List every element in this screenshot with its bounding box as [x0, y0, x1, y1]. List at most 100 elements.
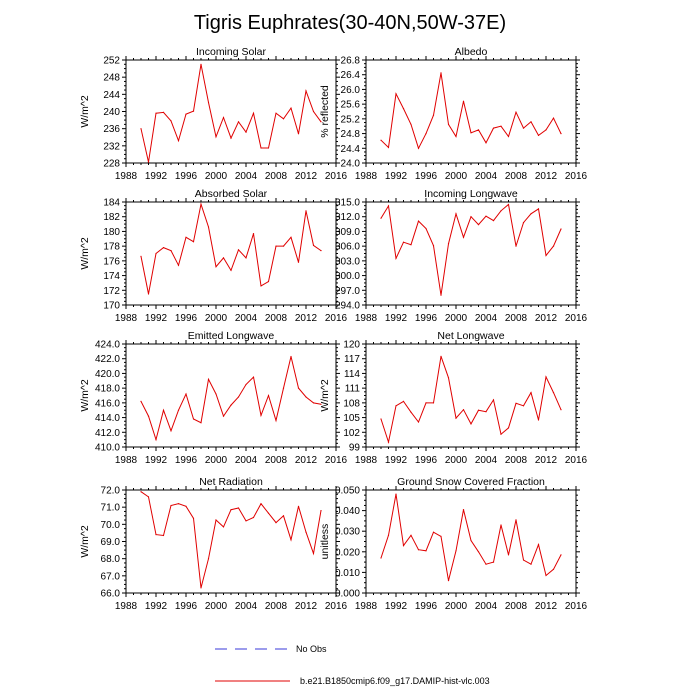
- data-point: [282, 118, 285, 120]
- data-point: [537, 544, 540, 546]
- data-point: [552, 568, 555, 570]
- data-point: [312, 552, 315, 555]
- data-point: [470, 539, 472, 542]
- data-point: [230, 269, 232, 271]
- data-point: [290, 355, 292, 358]
- x-tick-label: 2008: [505, 455, 528, 466]
- data-point: [552, 392, 555, 394]
- data-point: [417, 421, 420, 423]
- data-point: [185, 393, 187, 395]
- series-line: [380, 494, 562, 581]
- data-point: [395, 405, 397, 407]
- plot-frame: [125, 59, 337, 164]
- series-line: [380, 72, 562, 150]
- y-tick-label: 182: [103, 212, 120, 223]
- data-point: [320, 250, 322, 252]
- y-tick-label: 414.0: [95, 413, 120, 424]
- data-point: [500, 125, 502, 127]
- data-point: [305, 90, 307, 92]
- plot-frame: [125, 201, 337, 306]
- y-tick-label: 300.0: [335, 271, 360, 282]
- y-tick-label: 315.0: [335, 198, 360, 209]
- data-point: [380, 139, 382, 141]
- y-tick-label: 26.8: [341, 56, 361, 67]
- x-tick-label: 2000: [445, 601, 468, 612]
- data-point: [417, 220, 420, 222]
- y-tick-label: 248: [103, 73, 120, 84]
- y-tick-label: 0.010: [335, 568, 360, 579]
- y-tick-label: 0.020: [335, 547, 360, 558]
- data-point: [290, 236, 292, 238]
- data-point: [230, 404, 232, 406]
- data-point: [470, 132, 472, 134]
- chart-panel-3: 170 172 174 176 178 180 182 184 1988 1992 1996 2000…: [79, 188, 348, 324]
- y-tick-label: 424.0: [95, 340, 120, 351]
- x-tick-label: 2008: [505, 171, 528, 182]
- y-tick-label: 0.000: [335, 589, 360, 600]
- data-point: [492, 561, 495, 563]
- panel-title: Net Longwave: [437, 330, 504, 342]
- data-point: [252, 516, 255, 519]
- y-tick-label: 244: [103, 90, 120, 101]
- data-point: [515, 402, 517, 404]
- y-axis-label: W/m^2: [79, 379, 91, 412]
- data-point: [425, 227, 427, 230]
- x-tick-label: 2000: [205, 171, 228, 182]
- x-tick-label: 2004: [475, 455, 498, 466]
- data-point: [282, 515, 285, 517]
- y-tick-label: 416.0: [95, 398, 120, 409]
- data-point: [545, 254, 547, 257]
- y-tick-label: 294.0: [335, 301, 360, 312]
- x-tick-label: 2000: [445, 171, 468, 182]
- data-point: [222, 257, 225, 259]
- data-point: [507, 135, 510, 138]
- y-tick-label: 0.050: [335, 486, 360, 497]
- data-point: [462, 409, 465, 411]
- data-point: [522, 559, 525, 561]
- data-point: [192, 517, 195, 519]
- y-tick-label: 240: [103, 107, 120, 118]
- y-tick-label: 69.0: [101, 537, 121, 548]
- data-point: [312, 244, 315, 246]
- x-tick-label: 2000: [205, 313, 228, 324]
- data-point: [515, 111, 517, 113]
- x-tick-label: 1988: [115, 313, 138, 324]
- legend-model-label: b.e21.B1850cmip6.f09_g17.DAMIP-hist-vlc.…: [300, 676, 490, 686]
- data-point: [245, 131, 247, 133]
- y-tick-label: 232: [103, 141, 120, 152]
- chart-panel-2: 24.0 24.4 24.8 25.2 25.6 26.0 26.4 26.8 1988 1992…: [319, 46, 588, 182]
- y-tick-label: 71.0: [101, 503, 121, 514]
- data-point: [260, 414, 262, 416]
- x-tick-label: 1996: [175, 455, 198, 466]
- data-point: [200, 587, 202, 589]
- data-point: [447, 377, 450, 379]
- data-point: [207, 226, 210, 228]
- figure-title: Tigris Euphrates(30-40N,50W-37E): [194, 12, 506, 34]
- panel-title: Absorbed Solar: [195, 188, 268, 200]
- data-point: [530, 121, 532, 123]
- data-point: [230, 137, 232, 139]
- y-tick-label: 410.0: [95, 443, 120, 454]
- x-tick-label: 1992: [145, 601, 168, 612]
- panel-title: Incoming Solar: [196, 46, 267, 58]
- x-tick-label: 2016: [565, 313, 588, 324]
- data-point: [140, 400, 142, 402]
- x-tick-label: 2004: [235, 313, 258, 324]
- data-point: [417, 147, 420, 149]
- x-tick-label: 1992: [145, 455, 168, 466]
- data-point: [432, 402, 435, 404]
- data-point: [140, 255, 142, 257]
- data-point: [440, 535, 442, 538]
- data-point: [500, 210, 502, 212]
- chart-panel-7: 66.0 67.0 68.0 69.0 70.0 71.0 72.0 1988 1992 1996…: [79, 476, 348, 612]
- y-tick-label: 0.030: [335, 527, 360, 538]
- data-point: [297, 133, 300, 135]
- y-tick-label: 117: [344, 354, 360, 365]
- data-point: [177, 264, 180, 266]
- data-point: [260, 503, 262, 505]
- data-point: [177, 503, 180, 505]
- y-tick-label: 228: [103, 159, 120, 170]
- data-point: [170, 120, 172, 122]
- x-tick-label: 2016: [325, 171, 348, 182]
